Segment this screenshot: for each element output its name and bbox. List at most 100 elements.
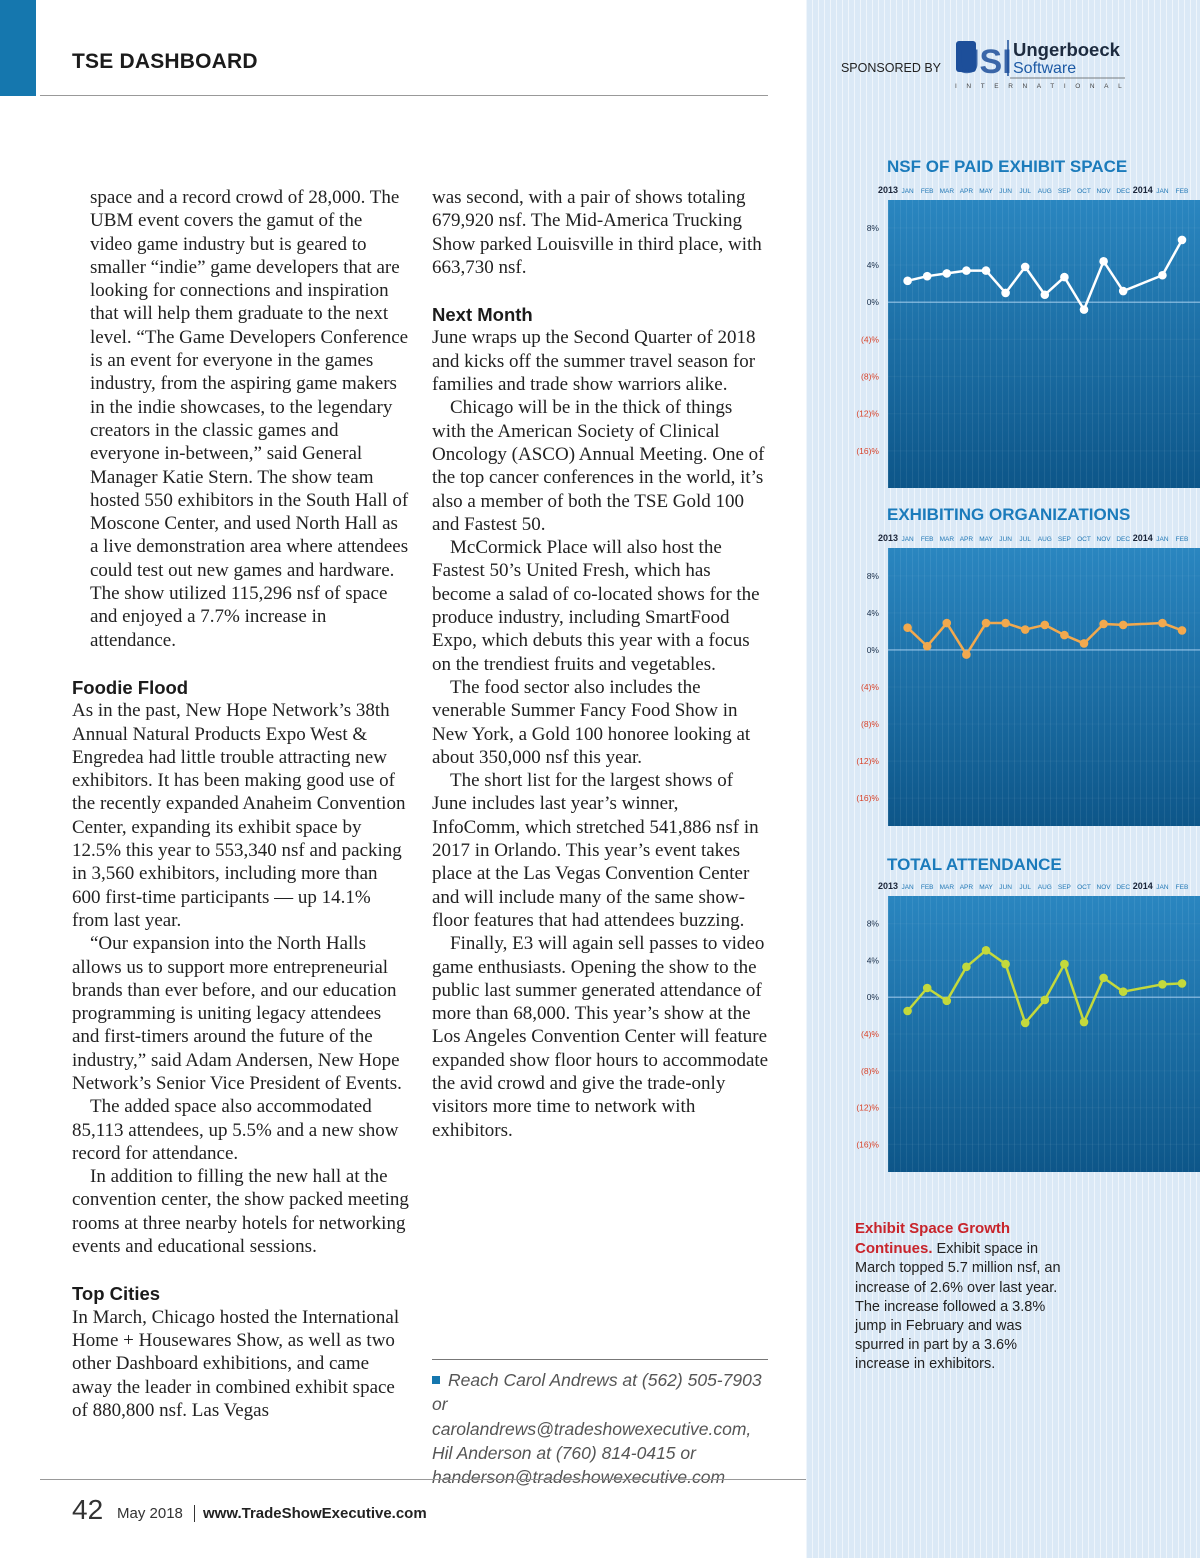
paragraph: In addition to filling the new hall at t… [72,1166,409,1258]
section: Foodie Flood As in the past, New Hope Net… [72,676,409,1258]
point [922,641,932,651]
point [1001,288,1010,298]
x-tick-label: NOV [1097,884,1112,891]
paragraph: In March, Chicago hosted the Internation… [72,1306,400,1421]
paragraph: The short list for the largest shows of … [432,770,759,931]
point [1177,235,1187,245]
caption-text: Exhibit space in March topped 5.7 millio… [855,1241,1061,1373]
x-tick-label: JAN [1156,884,1169,891]
contact-text: Reach Carol Andrews at (562) 505-7903 or… [432,1370,762,1488]
x-tick-label: JAN [901,188,914,195]
logo-name: Ungerboeck [1013,39,1121,60]
plot-texture [888,548,1200,826]
point [1040,995,1050,1005]
point [1040,290,1050,300]
point [981,266,991,275]
year-label: 2014 [1133,533,1153,543]
y-tick-label: (12)% [856,1103,879,1113]
x-tick-label: OCT [1077,884,1091,891]
point [981,618,991,628]
x-tick-label: OCT [1077,536,1091,543]
y-tick-label: (4)% [861,334,879,344]
year-label: 2013 [878,881,898,891]
x-tick-label: NOV [1097,536,1112,543]
y-tick-label: 0% [867,645,880,655]
point [1079,639,1089,648]
y-tick-label: (16)% [856,1139,879,1149]
point [1060,959,1069,969]
y-tick-label: 8% [867,223,880,233]
paragraph: June wraps up the Second Quarter of 2018… [432,327,756,396]
x-tick-label: SEP [1058,188,1071,195]
point [903,1006,912,1016]
point [1020,625,1030,634]
x-tick-label: SEP [1058,536,1071,543]
x-tick-label: JAN [901,536,914,543]
point [942,996,952,1006]
x-tick-label: MAR [940,884,955,891]
point [1177,626,1187,635]
y-tick-label: (4)% [861,682,879,692]
x-tick-label: APR [960,536,974,543]
point [1001,959,1010,969]
point [1158,618,1167,628]
paragraph: was second, with a pair of shows totalin… [432,187,762,278]
x-tick-label: FEB [1176,188,1189,195]
x-tick-label: MAR [940,536,955,543]
paragraph: “Our expansion into the North Halls allo… [72,933,402,1094]
x-tick-label: JUL [1019,536,1031,543]
paragraph: As in the past, New Hope Network’s 38th … [72,700,406,931]
point [1079,1017,1089,1027]
sponsor-label: SPONSORED BY [841,61,942,75]
point [942,618,952,628]
x-tick-label: JUL [1019,884,1031,891]
x-tick-label: APR [960,884,974,891]
point [1158,270,1167,280]
x-tick-label: FEB [921,536,934,543]
point [1099,973,1108,983]
caption: Exhibit Space Growth Continues. Exhibit … [855,1219,1070,1375]
y-tick-label: (12)% [856,409,879,419]
point [1118,620,1128,630]
y-tick-label: (8)% [861,719,879,729]
point [962,650,971,659]
point [1060,272,1069,282]
point [903,276,912,286]
year-label: 2014 [1133,881,1153,891]
separator [194,1505,195,1522]
paragraph: Finally, E3 will again sell passes to vi… [432,933,769,1141]
logo-region: INTERNATIONAL [955,83,1131,90]
website: www.TradeShowExecutive.com [203,1505,427,1522]
point [922,271,932,281]
section: Next Month June wraps up the Second Quart… [432,303,769,1142]
paragraph: Chicago will be in the thick of things w… [432,397,765,535]
bullet [432,1376,440,1384]
y-tick-label: (16)% [856,446,879,456]
year-label: 2014 [1133,185,1153,195]
section: Top Cities In March, Chicago hosted the I… [72,1282,409,1422]
x-tick-label: MAY [979,884,993,891]
point [981,945,991,955]
logo-shield [956,41,976,72]
x-tick-label: JUN [999,536,1012,543]
rule [40,95,768,96]
chart-title: TOTAL ATTENDANCE [887,855,1062,874]
x-tick-label: OCT [1077,188,1091,195]
heading: Top Cities [72,1283,161,1305]
issue-date: May 2018 [117,1505,183,1522]
y-tick-label: 4% [867,260,880,270]
paragraph: The food sector also includes the venera… [432,676,751,768]
y-tick-label: 4% [867,608,880,618]
logo-product: Software [1013,60,1076,77]
y-tick-label: 0% [867,297,880,307]
paragraph: McCormick Place will also host the Faste… [432,537,760,675]
x-tick-label: FEB [921,884,934,891]
point [942,269,952,278]
heading: Next Month [432,304,533,326]
section: space and a record crowd of 28,000. The … [72,186,409,652]
x-tick-label: DEC [1116,884,1130,891]
x-tick-label: MAY [979,536,993,543]
x-tick-label: JUN [999,188,1012,195]
y-tick-label: 8% [867,571,880,581]
